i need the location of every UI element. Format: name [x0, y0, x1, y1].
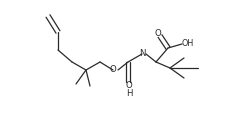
- Text: O: O: [155, 29, 161, 38]
- Text: O: O: [126, 82, 132, 91]
- Text: OH: OH: [182, 39, 194, 48]
- Text: N: N: [139, 50, 145, 59]
- Text: H: H: [126, 88, 132, 98]
- Text: O: O: [110, 66, 116, 75]
